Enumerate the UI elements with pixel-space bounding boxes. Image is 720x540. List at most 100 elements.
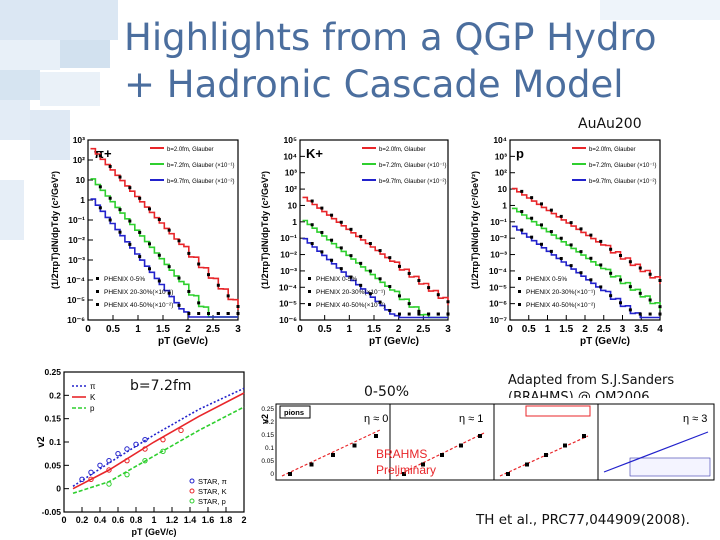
data-point — [569, 243, 573, 247]
data-point — [352, 443, 357, 448]
model-legend-entry: b=2.0fm, Glauber — [589, 147, 636, 153]
data-point — [638, 266, 642, 270]
data-point — [638, 312, 642, 316]
data-point — [167, 228, 171, 232]
x-tick-label: 0 — [507, 324, 513, 335]
data-point — [638, 291, 642, 295]
y-tick-label: 10⁴ — [283, 151, 297, 161]
data-point — [378, 300, 382, 304]
data-point — [407, 312, 411, 316]
particle-label: π+ — [94, 146, 112, 161]
data-point — [331, 453, 335, 457]
y-tick-label: 1 — [80, 195, 85, 205]
data-point — [609, 294, 613, 298]
data-point — [628, 308, 632, 312]
data-point — [378, 249, 382, 253]
x-tick-label: 3.5 — [634, 324, 648, 335]
eta-label: η ≈ 0 — [364, 413, 388, 425]
adapted-line-1: Adapted from S.J.Sanders — [508, 373, 675, 388]
y-tick-label: 0.15 — [44, 414, 61, 424]
data-point — [549, 208, 553, 212]
legend-marker — [189, 488, 195, 494]
data-point — [559, 214, 563, 218]
model-curve-p — [72, 406, 245, 495]
y-tick-label: 10³ — [495, 151, 507, 161]
x-tick-label: 0.5 — [522, 324, 536, 335]
y-tick-label: 10⁻¹ — [490, 217, 507, 227]
y-tick-label: 10⁻⁶ — [67, 315, 85, 325]
x-tick-label: 3 — [620, 324, 626, 335]
data-point — [309, 462, 314, 467]
y-axis-label: v2 — [36, 436, 47, 448]
data-legend-entry: PHENIX 20-30%(×10⁻¹) — [526, 289, 595, 296]
y-tick-label: 0.2 — [265, 419, 274, 426]
model-curve-b=2.0fm — [302, 196, 449, 306]
data-point — [619, 254, 622, 258]
data-point — [619, 301, 622, 305]
centrality-label: 0-50% — [364, 384, 410, 400]
model-curve-b=7.2fm — [511, 207, 661, 311]
model-curve-b=7.2fm — [90, 178, 238, 318]
data-point — [388, 285, 392, 289]
data-legend-entry: STAR, π — [198, 477, 227, 486]
data-point — [378, 277, 382, 281]
y-tick-label: 10⁻¹ — [68, 215, 85, 225]
data-point — [388, 308, 392, 312]
y-tick-label: 0 — [56, 484, 61, 494]
data-point — [349, 227, 353, 231]
y-tick-label: 0.1 — [265, 445, 274, 452]
y-tick-label: 10³ — [73, 135, 85, 145]
particle-label: p — [516, 146, 524, 161]
legend-marker — [518, 290, 521, 293]
y-tick-label: 10⁻² — [68, 235, 85, 245]
data-point — [599, 263, 603, 267]
data-point — [236, 305, 240, 308]
impact-parameter-label: b=7.2fm — [130, 378, 192, 394]
data-legend-entry: STAR, K — [198, 487, 227, 496]
data-point — [216, 283, 220, 287]
model-legend-entry: b=9.7fm, Glauber (×10⁻²) — [589, 179, 657, 185]
x-tick-label: 2.5 — [597, 324, 611, 335]
x-tick-label: 0 — [85, 324, 91, 335]
data-point — [658, 279, 662, 282]
data-point — [128, 242, 132, 246]
x-tick-label: 1 — [347, 324, 353, 335]
y-tick-label: 0 — [270, 471, 274, 478]
data-legend-entry: PHENIX 20-30%(×10⁻¹) — [104, 289, 173, 296]
data-point — [167, 265, 171, 269]
data-point — [157, 279, 161, 283]
y-tick-label: 10⁻⁷ — [490, 315, 508, 325]
y-tick-label: 0.05 — [44, 460, 61, 470]
data-point — [157, 218, 161, 222]
y-tick-label: 0.05 — [261, 458, 274, 465]
data-point — [128, 219, 132, 223]
data-point — [128, 186, 132, 190]
data-point — [148, 242, 151, 246]
model-legend-entry: π — [90, 382, 96, 391]
data-point — [530, 235, 534, 239]
data-point — [417, 312, 421, 316]
slide-title: Highlights from a QGP Hydro + Hadronic C… — [124, 14, 714, 108]
model-legend-entry: b=2.0fm, Glauber — [167, 147, 214, 153]
x-tick-label: 0.2 — [76, 515, 89, 525]
eta-label: η ≈ 1 — [459, 413, 483, 425]
x-tick-label: 1 — [135, 324, 141, 335]
legend-box — [279, 405, 311, 419]
subplot-frame — [389, 403, 495, 481]
data-point-p — [160, 448, 166, 455]
x-tick-label: 1 — [151, 515, 156, 525]
data-point — [148, 207, 151, 211]
data-point — [582, 434, 586, 438]
legend-marker — [308, 277, 311, 280]
data-point — [330, 213, 334, 217]
legend-box-red — [525, 405, 591, 417]
y-tick-label: 10⁻⁴ — [489, 266, 507, 276]
data-point-pi — [79, 476, 85, 483]
y-tick-label: 0.15 — [261, 432, 274, 439]
data-point — [216, 312, 220, 315]
data-point — [407, 302, 411, 306]
title-line-2: + Hadronic Cascade Model — [124, 63, 624, 106]
model-legend-entry: b=7.2fm, Glauber (×10⁻¹) — [379, 163, 447, 169]
preliminary-label: BRAHMS — [376, 447, 427, 461]
x-axis-label: pT (GeV/c) — [131, 527, 176, 537]
